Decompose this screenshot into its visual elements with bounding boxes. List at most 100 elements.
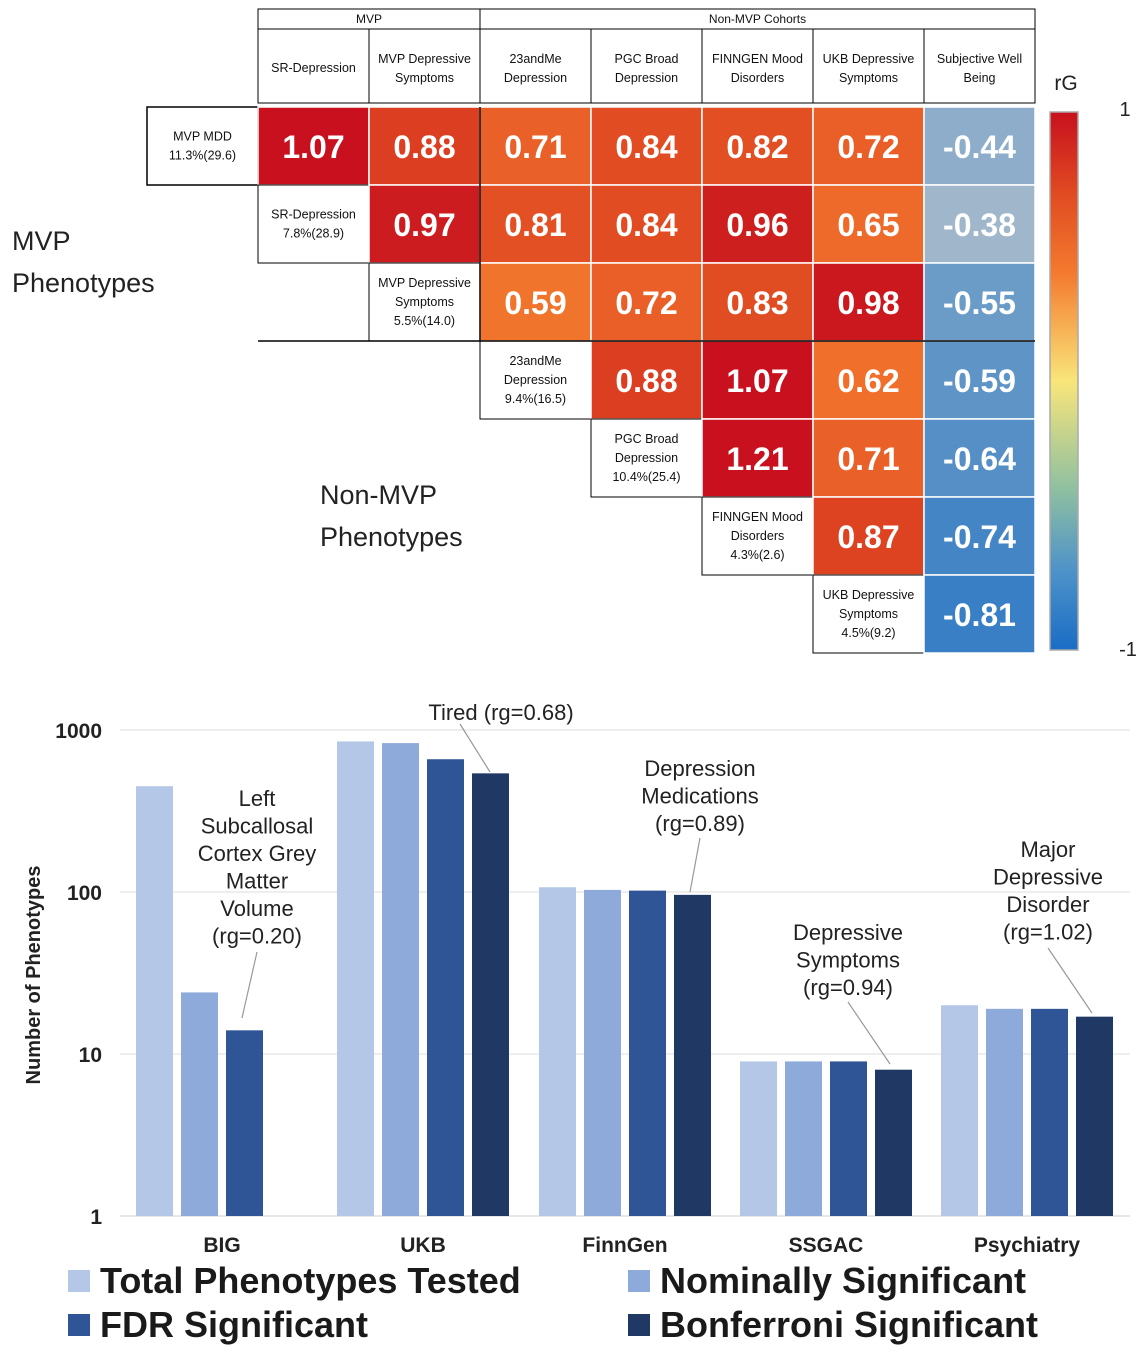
heatmap-value: 0.88 [615, 363, 677, 399]
heatmap-value: 0.83 [726, 285, 788, 321]
row-header-label: FINNGEN Mood [712, 510, 803, 524]
row-header-cell [812, 574, 925, 654]
bar-ssgac-3 [875, 1069, 912, 1216]
row-header-label: 23andMe [509, 354, 561, 368]
legend-item-nominal: Nominally Significant [628, 1260, 1026, 1302]
column-header-cell [257, 28, 370, 104]
heatmap-cell [923, 106, 1036, 186]
annotation-label: Cortex Grey [198, 841, 317, 866]
bar-finngen-3 [674, 894, 711, 1216]
bar-ukb-1 [382, 743, 419, 1216]
heatmap-cell [812, 496, 925, 576]
heatmap-value: 1.07 [282, 129, 344, 165]
annotation-label: Left [239, 786, 276, 811]
x-tick-label: SSGAC [789, 1234, 864, 1257]
heatmap-cell [923, 496, 1036, 576]
heatmap-cell [590, 340, 703, 420]
heatmap-value: -0.74 [943, 519, 1016, 555]
heatmap-value: 0.72 [615, 285, 677, 321]
row-header-cell [368, 262, 481, 342]
legend-item-bonferroni: Bonferroni Significant [628, 1304, 1038, 1346]
column-header-label: PGC Broad [615, 52, 679, 66]
row-header-label: 9.4%(16.5) [505, 392, 566, 406]
heatmap-value: 0.84 [615, 207, 677, 243]
annotation-leader [847, 1001, 891, 1065]
bar-psychiatry-1 [986, 1008, 1023, 1216]
legend-swatch-bonferroni [628, 1314, 650, 1336]
row-header-label: 11.3%(29.6) [169, 149, 236, 163]
column-header-label: FINNGEN Mood [712, 52, 803, 66]
annotation-label: (rg=0.89) [655, 811, 745, 836]
bar-big-2 [226, 1030, 263, 1216]
y-axis-label: Number of Phenotypes [23, 866, 45, 1085]
row-header-label: 7.8%(28.9) [283, 227, 344, 241]
heatmap-cell [701, 106, 814, 186]
colorbar-min-label: -1 [1119, 639, 1137, 661]
heatmap-value: 0.71 [504, 129, 566, 165]
heatmap-cell [812, 184, 925, 264]
heatmap-cell [368, 106, 481, 186]
y-tick-label: 1 [90, 1206, 102, 1229]
phenotype-bar-chart: 1 10 100 1000 Number of Phenotypes BIG UKB Finn… [23, 700, 1130, 1257]
annotation-label: Major [1020, 837, 1075, 862]
column-header-cell [701, 28, 814, 104]
heatmap-value: -0.38 [943, 207, 1016, 243]
row-header-label: Symptoms [395, 295, 454, 309]
legend-label-nominal: Nominally Significant [660, 1260, 1027, 1301]
heatmap-value: 0.71 [837, 441, 899, 477]
legend-label-bonferroni: Bonferroni Significant [660, 1304, 1038, 1345]
column-header-cell [479, 28, 592, 104]
legend-item-total: Total Phenotypes Tested [68, 1260, 521, 1302]
heatmap-value: 1.21 [726, 441, 788, 477]
column-header-label: Symptoms [395, 71, 454, 85]
row-header-label: MVP MDD [173, 130, 232, 144]
legend-label-total: Total Phenotypes Tested [100, 1260, 521, 1301]
row-header-cell [146, 106, 259, 186]
annotation-label: Disorder [1006, 892, 1089, 917]
annotation-leader [1047, 947, 1093, 1014]
bar-ssgac-1 [785, 1061, 822, 1216]
heatmap-value: 0.88 [393, 129, 455, 165]
bar-psychiatry-2 [1031, 1008, 1068, 1216]
annotation-label: Symptoms [796, 948, 900, 973]
colorbar-max-label: 1 [1119, 99, 1130, 121]
heatmap-value: -0.64 [943, 441, 1016, 477]
annotation-label: (rg=0.20) [212, 924, 302, 949]
column-header-label: Being [964, 71, 996, 85]
y-tick-label: 100 [67, 882, 102, 905]
row-header-label: MVP Depressive [378, 276, 471, 290]
annotation-label: Volume [220, 896, 293, 921]
column-header-cell [812, 28, 925, 104]
bar-ssgac-0 [740, 1061, 777, 1216]
column-header-label: Depression [615, 71, 678, 85]
heatmap-value: -0.81 [943, 597, 1016, 633]
side-label-mvp: Phenotypes [12, 268, 155, 298]
x-tick-label: UKB [400, 1234, 446, 1257]
annotation-leader [689, 837, 701, 893]
heatmap-cell [479, 262, 592, 342]
column-header-cell [368, 28, 481, 104]
heatmap-cell [812, 340, 925, 420]
row-header-label: 4.5%(9.2) [841, 626, 895, 640]
y-tick-label: 1000 [55, 720, 102, 743]
bar-psychiatry-0 [941, 1005, 978, 1216]
bar-ukb-3 [472, 773, 509, 1216]
side-label-non-mvp: Non-MVP [320, 480, 437, 510]
row-header-label: SR-Depression [271, 208, 356, 222]
heatmap-value: -0.59 [943, 363, 1016, 399]
rg-heatmap: MVP Non-MVP Cohorts SR-Depression MVP Depre… [12, 8, 1137, 661]
heatmap-value: 1.07 [726, 363, 788, 399]
heatmap-cell [590, 262, 703, 342]
heatmap-cell [590, 106, 703, 186]
annotation-label: Tired (rg=0.68) [428, 700, 573, 725]
annotation-label: (rg=1.02) [1003, 920, 1093, 945]
legend-swatch-nominal [628, 1270, 650, 1292]
column-header-cell [590, 28, 703, 104]
colorbar [1049, 111, 1079, 651]
heatmap-value: 0.72 [837, 129, 899, 165]
annotation-label: Depressive [793, 920, 903, 945]
heatmap-cell [923, 418, 1036, 498]
bar-ukb-0 [337, 741, 374, 1216]
bar-psychiatry-3 [1076, 1016, 1113, 1216]
heatmap-cell [923, 574, 1036, 654]
